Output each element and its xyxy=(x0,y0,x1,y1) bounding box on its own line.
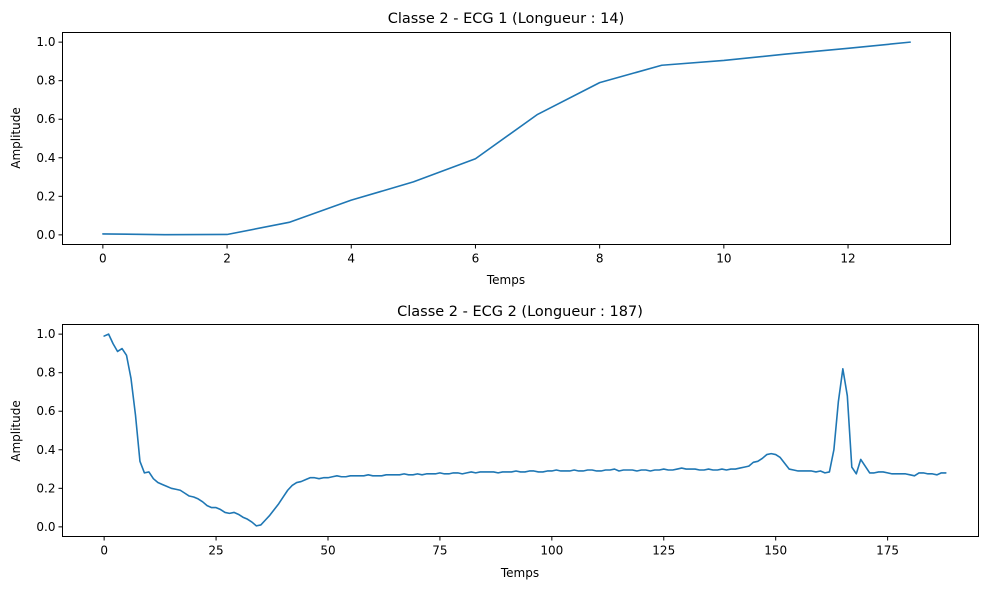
x-tick-label: 12 xyxy=(840,252,855,266)
chart-1-x-axis-label: Temps xyxy=(486,273,525,287)
chart-2-title: Classe 2 - ECG 2 (Longueur : 187) xyxy=(397,304,643,320)
x-tick-label: 4 xyxy=(347,252,355,266)
y-tick-label: 0.6 xyxy=(36,404,55,418)
x-tick-label: 10 xyxy=(716,252,731,266)
x-tick-label: 75 xyxy=(432,544,447,558)
y-tick-label: 0.8 xyxy=(36,74,55,88)
y-tick-label: 0.8 xyxy=(36,366,55,380)
x-tick-label: 100 xyxy=(540,544,563,558)
chart-1-title: Classe 2 - ECG 1 (Longueur : 14) xyxy=(388,11,625,27)
chart-1-y-axis-label: Amplitude xyxy=(9,107,23,169)
chart-2-series-line xyxy=(103,333,947,527)
chart-ecg-1: Classe 2 - ECG 1 (Longueur : 14) 0 2 4 6 8 10… xyxy=(9,11,951,287)
x-tick-label: 0 xyxy=(100,544,108,558)
x-tick-label: 8 xyxy=(596,252,604,266)
y-tick-label: 0.4 xyxy=(36,151,55,165)
x-tick-label: 25 xyxy=(208,544,223,558)
y-tick-label: 1.0 xyxy=(36,35,55,49)
chart-2-plot-frame xyxy=(62,324,979,537)
chart-2-ticks: 0 25 50 75 100 125 150 175 0.0 0.2 0.4 0.6 0.8 1.0 xyxy=(36,327,899,557)
y-tick-label: 0.0 xyxy=(36,228,55,242)
x-tick-label: 0 xyxy=(99,252,107,266)
x-tick-label: 50 xyxy=(320,544,335,558)
chart-1-plot-frame xyxy=(62,32,951,245)
chart-2-x-axis-label: Temps xyxy=(500,566,539,580)
chart-ecg-2: Classe 2 - ECG 2 (Longueur : 187) 0 25 50 7… xyxy=(9,304,979,580)
chart-2-y-axis-label: Amplitude xyxy=(9,400,23,462)
chart-1-series-line xyxy=(102,41,911,236)
y-tick-label: 0.0 xyxy=(36,520,55,534)
chart-1-ticks: 0 2 4 6 8 10 12 0.0 0.2 0.4 0.6 0.8 1.0 xyxy=(36,35,855,265)
x-tick-label: 125 xyxy=(652,544,675,558)
y-tick-label: 0.4 xyxy=(36,443,55,457)
y-tick-label: 0.2 xyxy=(36,481,55,495)
x-tick-label: 150 xyxy=(764,544,787,558)
x-tick-label: 2 xyxy=(223,252,231,266)
x-tick-label: 6 xyxy=(472,252,480,266)
y-tick-label: 1.0 xyxy=(36,327,55,341)
x-tick-label: 175 xyxy=(876,544,899,558)
y-tick-label: 0.2 xyxy=(36,189,55,203)
y-tick-label: 0.6 xyxy=(36,112,55,126)
